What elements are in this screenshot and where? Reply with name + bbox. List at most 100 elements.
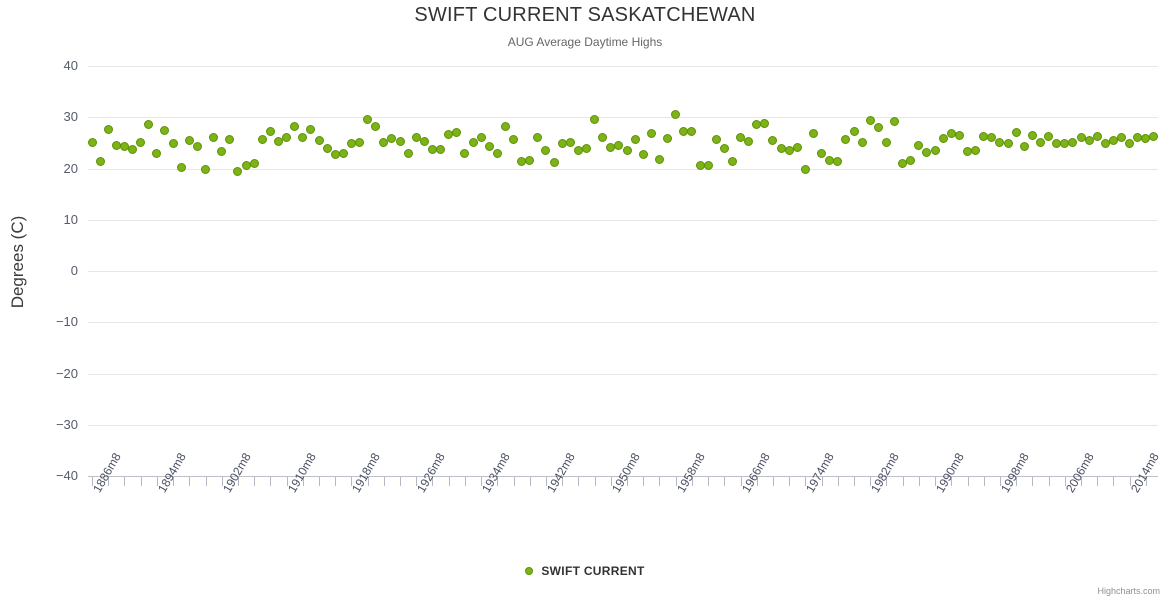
data-point[interactable] bbox=[1092, 131, 1102, 141]
data-point[interactable] bbox=[468, 138, 478, 148]
data-point[interactable] bbox=[703, 161, 713, 171]
data-point[interactable] bbox=[614, 141, 624, 151]
data-point[interactable] bbox=[95, 157, 105, 167]
data-point[interactable] bbox=[582, 143, 592, 153]
data-point[interactable] bbox=[638, 149, 648, 159]
data-point[interactable] bbox=[322, 143, 332, 153]
data-point[interactable] bbox=[1027, 130, 1037, 140]
data-point[interactable] bbox=[1035, 137, 1045, 147]
data-point[interactable] bbox=[1068, 138, 1078, 148]
data-point[interactable] bbox=[744, 137, 754, 147]
data-point[interactable] bbox=[841, 135, 851, 145]
data-point[interactable] bbox=[1117, 132, 1127, 142]
data-point[interactable] bbox=[209, 133, 219, 143]
data-point[interactable] bbox=[152, 148, 162, 158]
data-point[interactable] bbox=[298, 133, 308, 143]
data-point[interactable] bbox=[817, 148, 827, 158]
data-point[interactable] bbox=[87, 137, 97, 147]
data-point[interactable] bbox=[1149, 132, 1159, 142]
data-point[interactable] bbox=[395, 137, 405, 147]
data-point[interactable] bbox=[168, 139, 178, 149]
data-point[interactable] bbox=[849, 126, 859, 136]
legend-item-swift-current[interactable]: SWIFT CURRENT bbox=[525, 562, 644, 580]
data-point[interactable] bbox=[403, 148, 413, 158]
data-point[interactable] bbox=[306, 125, 316, 135]
data-point[interactable] bbox=[671, 109, 681, 119]
data-point[interactable] bbox=[833, 157, 843, 167]
data-point[interactable] bbox=[719, 143, 729, 153]
data-point[interactable] bbox=[873, 123, 883, 132]
data-point[interactable] bbox=[160, 125, 170, 135]
data-point[interactable] bbox=[492, 148, 502, 158]
data-point[interactable] bbox=[987, 133, 997, 143]
data-point[interactable] bbox=[500, 121, 510, 131]
data-point[interactable] bbox=[452, 127, 462, 137]
data-point[interactable] bbox=[460, 148, 470, 158]
data-point[interactable] bbox=[954, 131, 964, 141]
data-point[interactable] bbox=[914, 140, 924, 150]
data-point[interactable] bbox=[525, 156, 535, 166]
data-point[interactable] bbox=[103, 124, 113, 134]
data-point[interactable] bbox=[136, 138, 146, 148]
data-point[interactable] bbox=[930, 145, 940, 155]
data-point[interactable] bbox=[273, 137, 283, 147]
data-point[interactable] bbox=[338, 148, 348, 158]
data-point[interactable] bbox=[598, 132, 608, 142]
data-point[interactable] bbox=[590, 115, 600, 125]
data-point[interactable] bbox=[1044, 132, 1054, 142]
data-point[interactable] bbox=[290, 122, 300, 132]
data-point[interactable] bbox=[792, 142, 802, 152]
data-point[interactable] bbox=[784, 146, 794, 156]
data-point[interactable] bbox=[1125, 139, 1135, 149]
data-point[interactable] bbox=[379, 138, 389, 148]
data-point[interactable] bbox=[541, 145, 551, 155]
data-point[interactable] bbox=[881, 138, 891, 148]
data-point[interactable] bbox=[436, 145, 446, 155]
data-point[interactable] bbox=[768, 136, 778, 146]
data-point[interactable] bbox=[971, 146, 981, 156]
data-point[interactable] bbox=[176, 162, 186, 172]
data-point[interactable] bbox=[663, 133, 673, 143]
data-point[interactable] bbox=[890, 116, 900, 126]
data-point[interactable] bbox=[646, 129, 656, 139]
data-point[interactable] bbox=[654, 154, 664, 164]
data-point[interactable] bbox=[809, 129, 818, 139]
data-point[interactable] bbox=[1084, 135, 1094, 145]
data-point[interactable] bbox=[727, 157, 737, 167]
data-point[interactable] bbox=[411, 132, 421, 142]
data-point[interactable] bbox=[1011, 128, 1021, 138]
data-point[interactable] bbox=[249, 158, 259, 168]
data-point[interactable] bbox=[1019, 141, 1029, 151]
data-point[interactable] bbox=[906, 156, 916, 166]
data-point[interactable] bbox=[128, 144, 138, 154]
data-point[interactable] bbox=[217, 146, 227, 156]
data-point[interactable] bbox=[201, 164, 210, 174]
data-point[interactable] bbox=[419, 136, 429, 146]
data-point[interactable] bbox=[225, 135, 235, 145]
data-point[interactable] bbox=[484, 142, 494, 152]
data-point[interactable] bbox=[144, 119, 154, 129]
data-point[interactable] bbox=[355, 138, 365, 148]
data-point[interactable] bbox=[184, 135, 194, 145]
data-point[interactable] bbox=[711, 135, 721, 145]
data-point[interactable] bbox=[476, 132, 486, 142]
data-point[interactable] bbox=[630, 134, 640, 144]
data-point[interactable] bbox=[938, 134, 948, 144]
data-point[interactable] bbox=[1003, 138, 1013, 148]
data-point[interactable] bbox=[371, 121, 381, 131]
data-point[interactable] bbox=[736, 132, 746, 142]
data-point[interactable] bbox=[549, 157, 559, 167]
data-point[interactable] bbox=[857, 137, 867, 147]
data-point[interactable] bbox=[233, 167, 243, 177]
data-point[interactable] bbox=[265, 127, 275, 137]
data-point[interactable] bbox=[565, 138, 575, 148]
data-point[interactable] bbox=[257, 135, 267, 145]
data-point[interactable] bbox=[192, 142, 202, 152]
data-point[interactable] bbox=[622, 145, 632, 155]
data-point[interactable] bbox=[800, 164, 810, 174]
data-point[interactable] bbox=[363, 115, 373, 125]
data-point[interactable] bbox=[865, 116, 875, 126]
data-point[interactable] bbox=[509, 135, 519, 145]
data-point[interactable] bbox=[687, 127, 697, 137]
data-point[interactable] bbox=[760, 118, 770, 128]
